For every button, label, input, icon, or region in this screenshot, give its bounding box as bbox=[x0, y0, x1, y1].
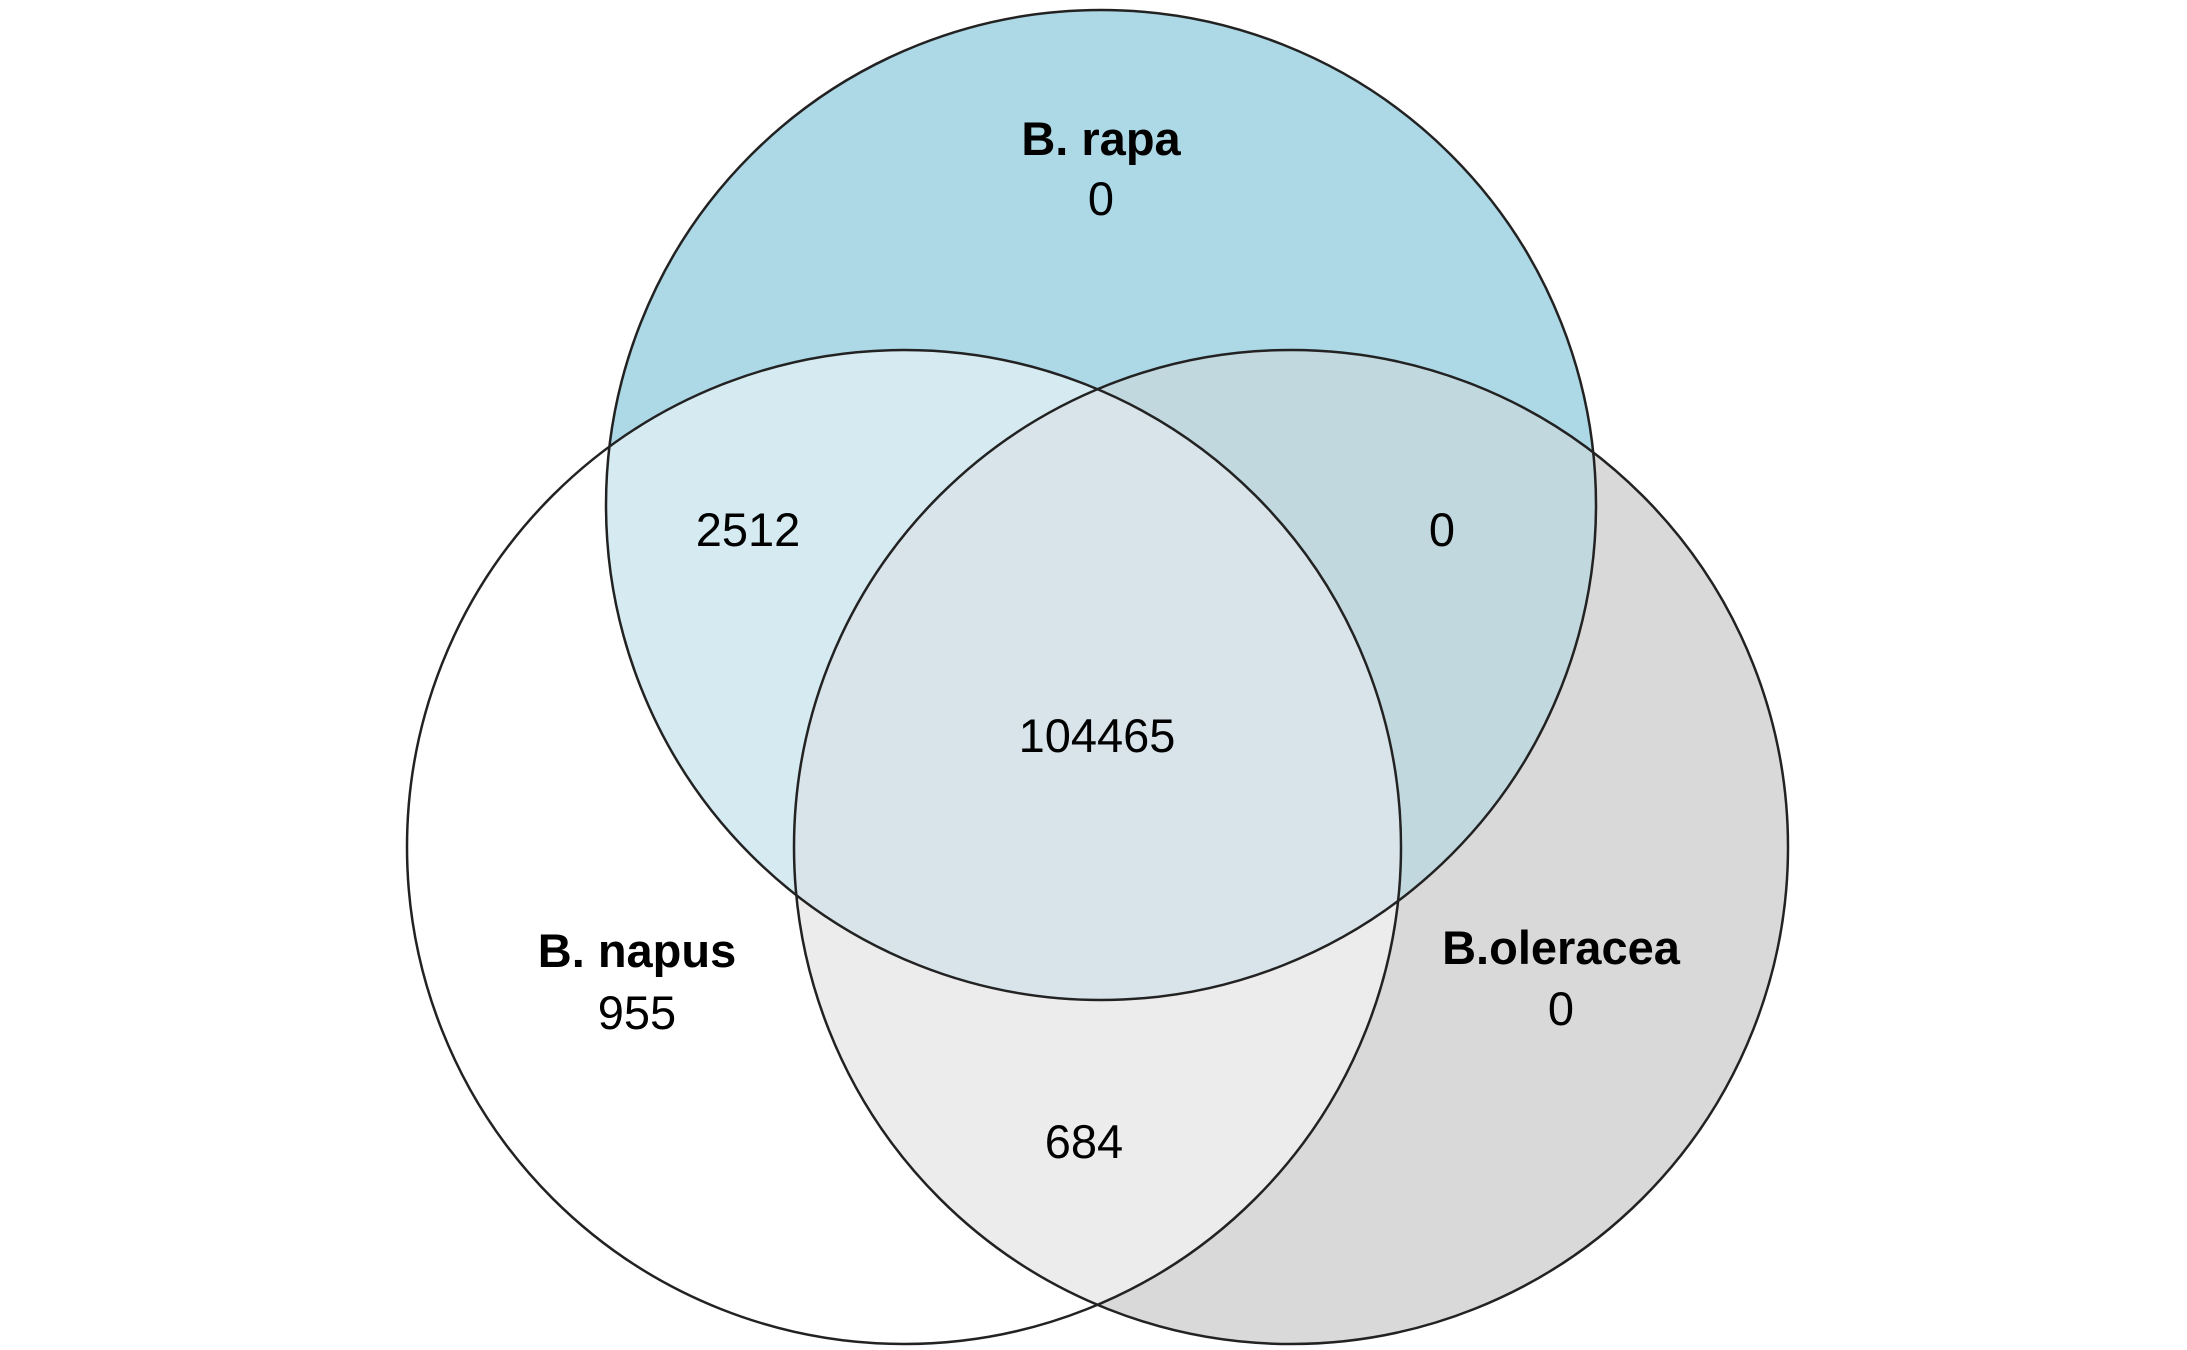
rapa-set-label: B. rapa bbox=[1021, 112, 1181, 165]
napus-only-count: 955 bbox=[598, 986, 676, 1039]
rapa-circle-outline bbox=[604, 8, 1598, 1002]
oleracea-only-count: 0 bbox=[1548, 982, 1574, 1035]
napus-oleracea-count: 684 bbox=[1045, 1115, 1123, 1168]
oleracea-set-label: B.oleracea bbox=[1442, 921, 1681, 974]
napus-set-label: B. napus bbox=[538, 924, 736, 977]
oleracea-circle-outline bbox=[792, 348, 1790, 1346]
napus-circle-outline bbox=[405, 348, 1403, 1346]
triple-intersection-count: 104465 bbox=[1019, 709, 1176, 762]
rapa-only-count: 0 bbox=[1088, 172, 1114, 225]
rapa-napus-count: 2512 bbox=[696, 503, 801, 556]
rapa-oleracea-count: 0 bbox=[1429, 503, 1455, 556]
triple-intersection-region bbox=[794, 350, 1401, 1000]
